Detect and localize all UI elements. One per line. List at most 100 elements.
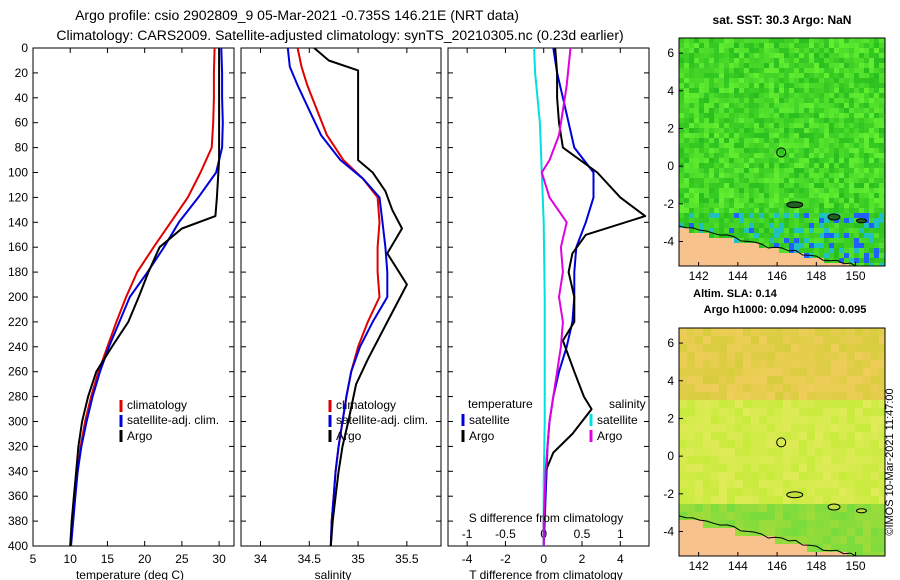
map-cell [799,223,805,229]
map-cell [824,188,830,194]
map-cell [694,78,700,84]
map-cell [844,218,850,224]
map-cell [869,148,875,154]
map-cell [709,203,715,209]
map-cell [804,68,810,74]
map-cell [711,504,720,513]
map-cell [849,163,855,169]
map-cell [804,203,810,209]
map-cell [775,344,784,353]
map-cell [823,368,832,377]
map-cell [764,73,770,79]
map-cell [739,93,745,99]
map-cell [874,213,880,219]
map-cell [869,78,875,84]
map-cell [684,228,690,234]
map-cell [775,408,784,417]
map-cell [823,552,832,556]
map-cell [679,188,685,194]
map-cell [764,178,770,184]
map-cell [829,168,835,174]
map-cell [764,43,770,49]
map-cell [774,168,780,174]
map-cell [869,38,875,44]
map-cell [679,168,685,174]
map-cell [689,103,695,109]
map-cell [703,360,712,369]
map-cell [774,83,780,89]
map-cell [684,198,690,204]
depth-tick-label: 140 [8,215,28,229]
map-cell [764,58,770,64]
map-cell [724,198,730,204]
map-cell [734,118,740,124]
map-cell [754,58,760,64]
map-cell [711,360,720,369]
map-cell [739,43,745,49]
map-cell [714,68,720,74]
depth-tick-label: 360 [8,489,28,503]
map-cell [684,188,690,194]
map-cell [804,218,810,224]
map-cell [714,123,720,129]
map-cell [799,536,808,545]
map-cell [729,68,735,74]
map-cell [734,58,740,64]
map-cell [789,228,795,234]
map-cell [749,213,755,219]
map-cell [864,123,870,129]
map-cell [714,183,720,189]
map-cell [689,138,695,144]
map-cell [839,480,848,489]
title-line2: Climatology: CARS2009. Satellite-adjuste… [56,27,623,43]
map-cell [863,512,872,521]
map-cell [814,258,820,264]
map-cell [749,218,755,224]
map-cell [794,233,800,239]
map-cell [804,108,810,114]
map-cell [729,48,735,54]
map-cell [775,384,784,393]
map-cell [767,536,776,545]
map-cell [687,520,696,529]
map-cell [734,198,740,204]
map-cell [704,263,710,266]
map-cell [834,148,840,154]
map-cell [679,118,685,124]
map-cell [794,183,800,189]
map-cell [854,228,860,234]
map-cell [844,153,850,159]
map-cell [834,43,840,49]
map-cell [774,128,780,134]
map-cell [759,163,765,169]
map-y-tick-label: 2 [667,121,674,135]
map-cell [689,153,695,159]
map-cell [719,496,728,505]
map-cell [759,440,768,449]
map-cell [794,138,800,144]
map-cell [799,58,805,64]
map-cell [751,328,760,337]
map-cell [791,472,800,481]
map-cell [724,53,730,59]
map-cell [829,88,835,94]
map-cell [879,392,885,401]
map-cell [784,88,790,94]
map-cell [814,108,820,114]
map-cell [699,173,705,179]
map-cell [759,133,765,139]
map-cell [767,432,776,441]
map-cell [727,400,736,409]
map-cell [711,384,720,393]
map-cell [807,344,816,353]
map-cell [769,263,775,266]
map-cell [815,496,824,505]
map-cell [854,78,860,84]
map-cell [854,88,860,94]
map-cell [854,128,860,134]
map-cell [779,193,785,199]
map-cell [735,376,744,385]
map-cell [829,103,835,109]
map-cell [729,123,735,129]
map-cell [754,63,760,69]
